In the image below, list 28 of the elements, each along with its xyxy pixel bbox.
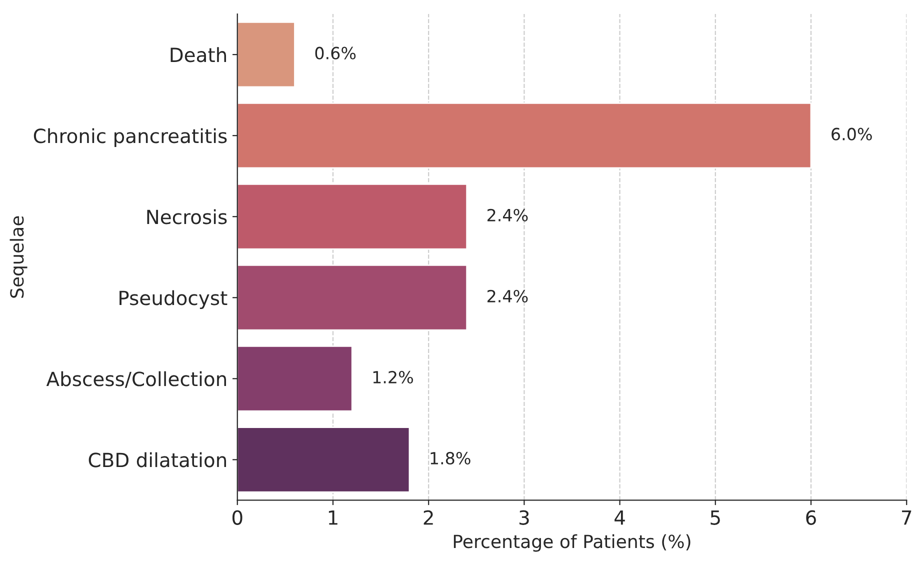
- data-label: 6.0%: [832, 128, 872, 140]
- bar: [237, 21, 296, 88]
- x-tick-label: 6: [806, 510, 816, 525]
- x-tick-label: 3: [519, 510, 529, 525]
- bar: [237, 184, 468, 250]
- y-tick-label: Pseudocyst: [120, 290, 228, 310]
- data-label: 0.6%: [315, 46, 356, 60]
- data-label: 2.4%: [487, 290, 528, 302]
- x-tick-label: 2: [424, 510, 433, 525]
- y-tick-label: CBD dilatation: [88, 452, 226, 468]
- bar: [237, 102, 812, 169]
- data-label: 1.2%: [373, 370, 413, 384]
- x-tick-label: 5: [710, 510, 720, 525]
- x-tick-label: 0: [232, 510, 242, 525]
- y-tick-label: Chronic pancreatitis: [34, 128, 227, 148]
- bar: [237, 426, 410, 493]
- y-tick-label: Necrosis: [147, 209, 227, 224]
- y-axis-title: Sequelae: [10, 216, 28, 298]
- data-label: 2.4%: [487, 208, 528, 222]
- x-tick-label: 4: [614, 510, 625, 525]
- y-tick-label: Death: [170, 47, 226, 62]
- bar: [237, 264, 468, 331]
- x-tick-label: 1: [328, 510, 338, 525]
- x-axis-title: Percentage of Patients (%): [454, 534, 690, 552]
- x-tick-label: 7: [902, 510, 912, 525]
- bar: [237, 346, 353, 412]
- data-label: 1.8%: [430, 452, 470, 465]
- y-tick-label: Abscess/Collection: [46, 371, 226, 388]
